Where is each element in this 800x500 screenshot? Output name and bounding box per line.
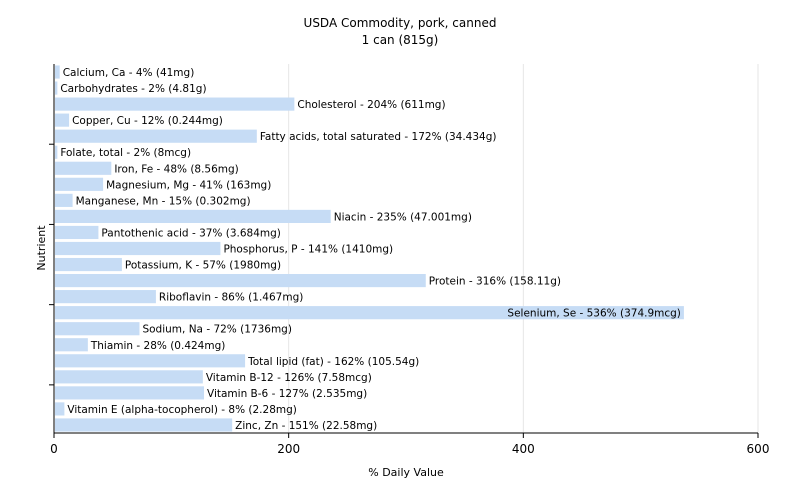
bar-10 (55, 225, 99, 240)
x-tick-label-2: 400 (512, 442, 535, 456)
chart-title: USDA Commodity, pork, canned (304, 16, 497, 30)
bar-label-4: Fatty acids, total saturated - 172% (34.… (260, 131, 497, 143)
bar-label-9: Niacin - 235% (47.001mg) (334, 211, 472, 223)
bars (55, 65, 684, 432)
bar-label-2: Cholesterol - 204% (611mg) (297, 99, 445, 111)
bar-6 (55, 161, 112, 175)
x-tick-label-3: 600 (747, 442, 770, 456)
bar-label-15: Selenium, Se - 536% (374.9mcg) (507, 308, 681, 320)
bar-2 (55, 97, 295, 111)
bar-3 (55, 113, 70, 127)
bar-label-16: Sodium, Na - 72% (1736mg) (142, 324, 291, 336)
bar-label-18: Total lipid (fat) - 162% (105.54g) (247, 356, 419, 368)
bar-label-17: Thiamin - 28% (0.424mg) (90, 340, 226, 352)
bar-19 (55, 370, 203, 384)
bar-9 (55, 209, 331, 223)
bar-label-1: Carbohydrates - 2% (4.81g) (60, 83, 206, 95)
chart-subtitle: 1 can (815g) (362, 33, 439, 47)
bar-21 (55, 402, 65, 416)
bar-label-7: Magnesium, Mg - 41% (163mg) (106, 179, 271, 191)
bar-label-21: Vitamin E (alpha-tocopherol) - 8% (2.28m… (67, 404, 297, 416)
x-tick-label-1: 200 (277, 442, 300, 456)
bar-label-3: Copper, Cu - 12% (0.244mg) (72, 115, 223, 127)
bar-16 (55, 322, 140, 336)
bar-label-8: Manganese, Mn - 15% (0.302mg) (76, 195, 251, 207)
bar-label-5: Folate, total - 2% (8mcg) (60, 147, 191, 159)
bar-17 (55, 338, 88, 352)
axes (49, 64, 759, 438)
bar-18 (55, 354, 246, 368)
grid-lines (288, 64, 759, 433)
x-axis-title: % Daily Value (368, 466, 444, 479)
bar-8 (55, 193, 73, 207)
bar-1 (55, 81, 58, 95)
bar-13 (55, 274, 426, 288)
bar-labels: Calcium, Ca - 4% (41mg) Carbohydrates - 2… (60, 67, 681, 432)
bar-7 (55, 177, 104, 191)
bar-4 (55, 129, 257, 143)
bar-15 (55, 306, 684, 320)
bar-label-12: Potassium, K - 57% (1980mg) (125, 260, 281, 272)
x-tick-label-0: 0 (50, 442, 58, 456)
y-axis-title: Nutrient (35, 225, 48, 271)
bar-12 (55, 257, 122, 272)
bar-14 (55, 290, 156, 304)
bar-label-6: Iron, Fe - 48% (8.56mg) (114, 163, 238, 175)
bar-label-10: Pantothenic acid - 37% (3.684mg) (101, 227, 280, 239)
bar-20 (55, 386, 205, 400)
bar-22 (55, 418, 233, 432)
bar-label-13: Protein - 316% (158.11g) (429, 276, 561, 288)
bar-0 (55, 65, 60, 79)
bar-5 (55, 145, 58, 159)
bar-11 (55, 241, 221, 256)
bar-label-0: Calcium, Ca - 4% (41mg) (63, 67, 195, 79)
bar-label-20: Vitamin B-6 - 127% (2.535mg) (207, 388, 367, 400)
bar-label-22: Zinc, Zn - 151% (22.58mg) (235, 420, 377, 432)
x-tick-labels: 0 200 400 600 (50, 442, 769, 456)
bar-label-19: Vitamin B-12 - 126% (7.58mcg) (206, 372, 372, 384)
bar-label-11: Phosphorus, P - 141% (1410mg) (223, 244, 393, 256)
bar-label-14: Riboflavin - 86% (1.467mg) (159, 292, 303, 304)
